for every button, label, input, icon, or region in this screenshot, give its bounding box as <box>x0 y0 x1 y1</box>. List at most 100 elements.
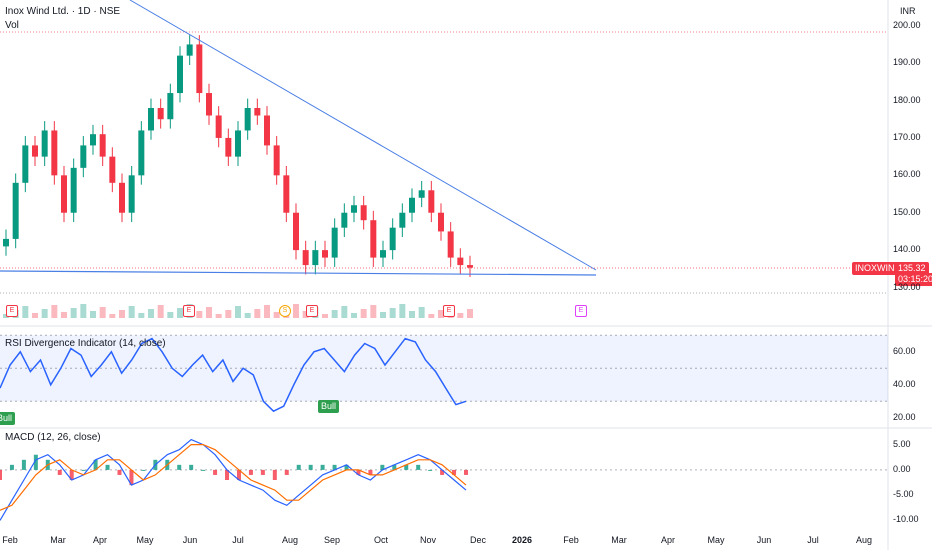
volume-bar <box>70 308 77 318</box>
candle-body <box>128 175 135 213</box>
time-tick-label: Jun <box>182 535 198 545</box>
time-tick-label: Aug <box>281 535 299 545</box>
volume-bar <box>254 309 261 318</box>
macd-histogram-bar <box>260 469 265 475</box>
macd-histogram-bar <box>9 464 14 470</box>
rsi-tick-label: 60.00 <box>893 346 916 356</box>
candle-body <box>244 108 251 131</box>
candle-body <box>148 108 154 131</box>
volume-bar <box>418 307 425 318</box>
earnings-marker[interactable]: E <box>443 305 455 317</box>
macd-histogram-bar <box>380 464 385 470</box>
macd-histogram-bar <box>129 469 134 486</box>
time-tick-label: Sep <box>323 535 341 545</box>
candle-body <box>80 145 87 168</box>
candle-body <box>341 212 348 228</box>
volume-bar <box>61 312 67 318</box>
candle-body <box>293 212 299 251</box>
rsi-tick-label: 20.00 <box>893 412 916 422</box>
chart-title: Inox Wind Ltd. · 1D · NSE <box>5 6 121 17</box>
time-tick-label: Oct <box>373 535 389 545</box>
price-tick-label: 170.00 <box>893 132 921 142</box>
support-trendline <box>0 270 597 276</box>
time-tick-label: Apr <box>660 535 676 545</box>
macd-histogram-bar <box>57 469 62 475</box>
price-badge: 135.32 <box>895 262 929 275</box>
candle-body <box>99 134 106 157</box>
macd-histogram-bar <box>93 459 98 470</box>
time-tick-label: Jul <box>807 535 819 545</box>
candle-body <box>467 265 473 268</box>
candle-body <box>167 93 174 120</box>
candle-body <box>457 257 464 266</box>
volume-bar <box>467 309 473 318</box>
candle-body <box>51 130 58 176</box>
macd-histogram-bar <box>320 464 325 470</box>
macd-tick-label: 0.00 <box>893 464 911 474</box>
volume-bar <box>148 309 154 318</box>
volume-bar <box>196 311 203 318</box>
volume-bar <box>457 313 464 318</box>
volume-bar <box>380 312 386 318</box>
candle-body <box>302 250 309 266</box>
macd-histogram-bar <box>33 454 38 470</box>
candle-body <box>109 156 116 183</box>
candle-body <box>70 167 77 213</box>
upcoming-earnings-marker[interactable]: E <box>575 305 587 317</box>
macd-histogram-bar <box>416 464 421 470</box>
price-tick-label: 190.00 <box>893 57 921 67</box>
candle-body <box>225 137 232 157</box>
volume-bar <box>41 309 48 318</box>
volume-bar <box>331 310 338 318</box>
countdown-badge: 03:15:20 <box>895 273 932 286</box>
candle-body <box>399 212 406 228</box>
volume-label: Vol <box>5 20 19 31</box>
candle-body <box>186 44 193 56</box>
candle-body <box>370 220 377 258</box>
candle-body <box>177 55 183 94</box>
macd-histogram-bar <box>225 469 230 480</box>
macd-histogram-bar <box>201 469 206 471</box>
volume-bar <box>177 308 183 318</box>
price-tick-label: 140.00 <box>893 244 921 254</box>
macd-histogram-bar <box>177 464 182 470</box>
candle-body <box>138 130 145 176</box>
volume-bar <box>409 311 415 318</box>
time-tick-label: Jul <box>232 535 244 545</box>
macd-histogram-bar <box>296 464 301 470</box>
macd-histogram-bar <box>452 469 457 475</box>
price-tick-label: 130.00 <box>893 282 921 292</box>
volume-bar <box>428 314 435 318</box>
candle-body <box>264 115 270 146</box>
earnings-marker[interactable]: E <box>183 305 195 317</box>
time-tick-label: Mar <box>611 535 627 545</box>
macd-histogram-bar <box>21 459 26 470</box>
time-tick-label: Aug <box>855 535 873 545</box>
macd-histogram-bar <box>236 469 241 480</box>
candle-body <box>438 212 444 232</box>
volume-bar <box>389 308 396 318</box>
macd-histogram-bar <box>332 464 337 470</box>
volume-bar <box>99 307 106 318</box>
candle-body <box>331 227 338 258</box>
earnings-marker[interactable]: E <box>306 305 318 317</box>
time-tick-label: Nov <box>419 535 437 545</box>
price-tick-label: 200.00 <box>893 20 921 30</box>
macd-tick-label: -5.00 <box>893 489 914 499</box>
candle-body <box>312 250 319 266</box>
volume-bar <box>167 312 174 318</box>
volume-bar <box>322 314 328 318</box>
macd-histogram-bar <box>368 469 373 475</box>
candle-body <box>351 205 357 213</box>
volume-bar <box>293 304 299 318</box>
signal-line <box>0 444 467 511</box>
split-marker[interactable]: S <box>279 305 291 317</box>
macd-histogram-bar <box>81 469 86 471</box>
rsi-line <box>0 337 467 413</box>
volume-bar <box>157 305 164 318</box>
earnings-marker[interactable]: E <box>6 305 18 317</box>
bull-label: Bull <box>318 400 340 413</box>
volume-bar <box>244 313 251 318</box>
candle-body <box>196 44 203 94</box>
